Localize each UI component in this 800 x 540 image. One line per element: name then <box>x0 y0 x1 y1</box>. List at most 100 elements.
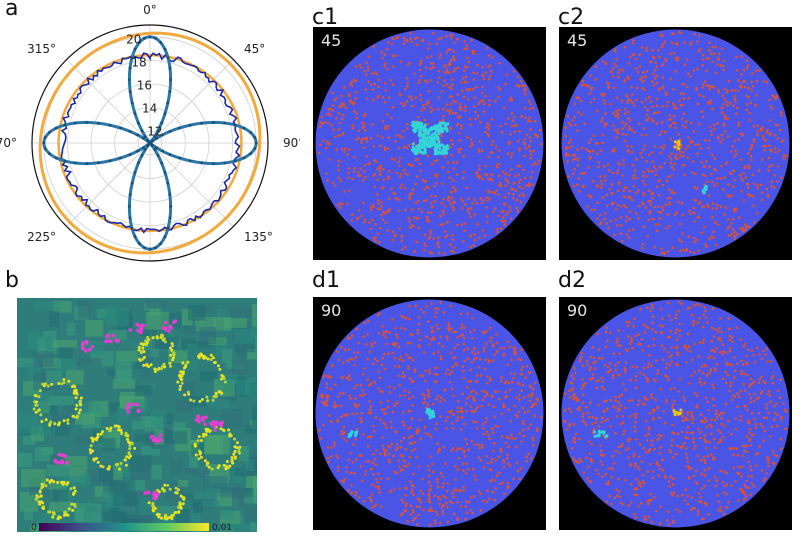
particle-red <box>658 416 661 420</box>
particle-red <box>742 171 745 175</box>
particle-red <box>620 393 624 397</box>
particle-red <box>378 491 382 494</box>
particle-red <box>705 446 708 450</box>
particle-red <box>452 99 455 103</box>
particle-red <box>722 411 725 415</box>
particle-red <box>416 331 420 335</box>
particle-red <box>443 462 447 465</box>
particle-red <box>501 435 504 438</box>
particle-red <box>624 107 627 111</box>
particle-red <box>442 311 446 314</box>
particle-red <box>752 140 756 143</box>
particle-red <box>524 92 527 96</box>
heatmap-hot-dot <box>78 408 82 412</box>
particle-red <box>627 77 631 81</box>
particle-red <box>668 448 671 452</box>
particle-red <box>651 80 654 83</box>
particle-red <box>416 427 420 431</box>
particle-red <box>682 124 685 127</box>
particle-red <box>452 394 456 397</box>
particle-red <box>441 512 445 515</box>
particle-red <box>450 196 454 200</box>
particle-red <box>330 420 333 424</box>
particle-red <box>634 386 638 390</box>
particle-red <box>744 165 747 168</box>
particle-red <box>487 127 491 130</box>
particle-red <box>775 424 779 428</box>
heatmap-texture <box>217 309 226 321</box>
particle-red <box>460 406 463 410</box>
particle-red <box>498 482 502 486</box>
particle-red <box>600 183 604 186</box>
particle-red <box>383 453 387 457</box>
heatmap-hot-dot <box>66 513 70 517</box>
particle-red <box>661 358 665 361</box>
particle-red <box>400 326 403 330</box>
particle-red <box>719 422 723 426</box>
cluster-particle <box>433 149 437 153</box>
particle-red <box>384 89 388 92</box>
particle-red <box>750 194 753 197</box>
cluster-particle <box>601 430 604 434</box>
heatmap-hot-dot <box>172 352 176 355</box>
heatmap-hot-dot <box>189 398 193 402</box>
particle-red <box>387 175 390 179</box>
polar-frame <box>31 24 269 262</box>
particle-red <box>665 362 669 365</box>
particle-red <box>511 187 515 191</box>
particle-red <box>370 493 374 496</box>
particle-red <box>479 459 483 462</box>
particle-red <box>327 460 330 464</box>
particle-red <box>388 460 392 464</box>
particle-red <box>622 432 625 436</box>
particle-red <box>736 405 739 409</box>
particle-red <box>454 465 457 468</box>
particle-red <box>420 210 424 213</box>
particle-red <box>701 86 704 89</box>
particle-red <box>696 509 700 513</box>
particle-red <box>460 223 464 226</box>
particle-red <box>726 100 729 104</box>
particle-red <box>390 116 393 120</box>
particle-red <box>760 198 764 202</box>
particle-red <box>756 184 759 187</box>
particle-red <box>632 455 636 458</box>
particle-red <box>637 403 640 407</box>
particle-red <box>702 338 705 342</box>
particle-red <box>444 372 448 375</box>
particle-red <box>512 350 516 354</box>
particle-red <box>677 390 681 393</box>
heatmap-hot-dot <box>197 435 201 439</box>
particle-red <box>492 442 496 445</box>
particle-red <box>703 381 706 385</box>
particle-red <box>446 161 450 165</box>
particle-red <box>425 198 428 202</box>
particle-red <box>336 395 340 398</box>
heatmap-hot-dot <box>200 439 203 442</box>
particle-red <box>654 398 657 401</box>
simulation-d1-canvas <box>315 299 544 528</box>
heatmap-hot-dot <box>124 463 128 467</box>
particle-red <box>448 71 451 75</box>
particle-red <box>724 206 728 209</box>
particle-red <box>623 124 626 128</box>
particle-red <box>721 377 725 381</box>
particle-red <box>442 482 445 485</box>
particle-red <box>424 379 427 383</box>
particle-red <box>678 150 682 154</box>
particle-red <box>389 489 393 493</box>
heatmap-magenta-dot <box>152 496 157 501</box>
particle-red <box>739 85 742 89</box>
particle-red <box>642 127 646 130</box>
particle-red <box>413 517 416 520</box>
particle-red <box>742 454 745 458</box>
lobe-marker <box>233 159 237 163</box>
particle-red <box>668 355 672 359</box>
particle-red <box>624 388 627 391</box>
particle-red <box>660 205 664 209</box>
particle-red <box>451 234 454 237</box>
particle-red <box>601 475 604 478</box>
particle-red <box>628 415 632 418</box>
particle-red <box>593 97 596 101</box>
particle-red <box>695 88 698 91</box>
